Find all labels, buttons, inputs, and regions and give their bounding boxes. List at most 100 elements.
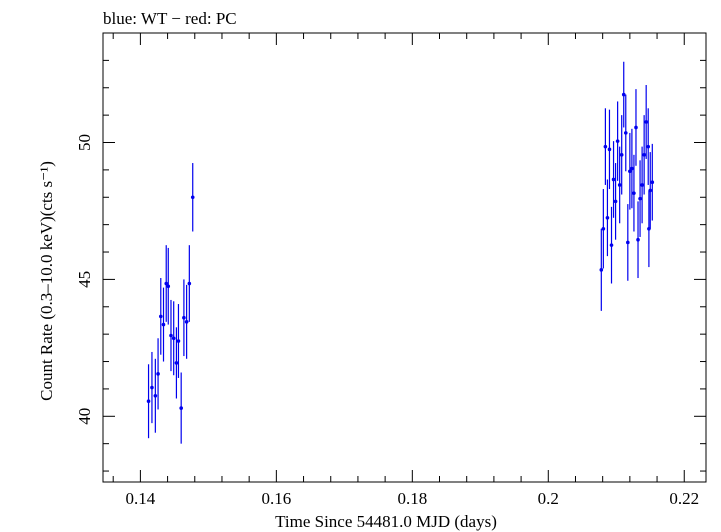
data-point	[153, 358, 158, 433]
data-point	[647, 190, 651, 268]
y-tick-label: 40	[75, 408, 94, 425]
data-marker	[190, 195, 195, 200]
chart-title: blue: WT − red: PC	[103, 9, 237, 28]
data-point	[164, 245, 169, 322]
data-marker	[601, 226, 606, 231]
data-marker	[630, 166, 634, 171]
data-point	[184, 284, 189, 359]
data-marker	[615, 139, 620, 143]
y-axis-tick-labels: 40 45 50	[75, 134, 94, 425]
data-point	[650, 143, 655, 221]
data-point	[187, 245, 192, 322]
data-point	[619, 115, 624, 195]
data-marker	[187, 281, 192, 286]
data-point	[166, 247, 171, 325]
data-point	[156, 338, 160, 410]
data-point	[628, 132, 632, 210]
data-marker	[603, 144, 608, 149]
x-tick-label: 0.14	[126, 489, 156, 508]
data-point	[626, 204, 630, 281]
y-axis-label: Count Rate (0.3–10.0 keV)(cts s⁻¹)	[37, 161, 56, 401]
data-marker	[646, 144, 651, 149]
data-point	[621, 61, 626, 128]
data-marker	[619, 153, 624, 157]
data-marker	[182, 315, 186, 320]
data-marker	[628, 169, 632, 174]
data-marker	[636, 237, 640, 242]
data-marker	[621, 92, 626, 97]
data-point	[599, 228, 604, 311]
data-marker	[146, 399, 151, 404]
data-marker	[650, 180, 655, 185]
data-marker	[158, 314, 163, 319]
data-point	[603, 108, 608, 185]
data-point	[146, 364, 151, 439]
data-marker	[638, 196, 642, 201]
x-tick-label: 0.16	[261, 489, 291, 508]
y-tick-label: 45	[75, 271, 94, 288]
data-marker	[611, 177, 616, 182]
data-marker	[161, 322, 166, 327]
x-tick-label: 0.2	[538, 489, 559, 508]
data-marker	[605, 216, 610, 220]
data-point	[169, 299, 173, 372]
data-marker	[613, 199, 618, 204]
data-point	[611, 141, 616, 218]
data-point	[646, 108, 651, 185]
data-point	[630, 128, 634, 209]
data-point	[632, 154, 636, 232]
x-tick-label: 0.18	[397, 489, 427, 508]
data-marker	[184, 320, 189, 324]
x-axis-ticks	[112, 33, 685, 482]
data-marker	[626, 240, 630, 245]
data-point	[615, 101, 620, 181]
data-marker	[623, 131, 628, 135]
data-marker	[609, 243, 614, 247]
data-marker	[642, 153, 646, 157]
data-marker	[647, 226, 651, 231]
data-marker	[156, 372, 160, 376]
x-tick-label: 0.22	[669, 489, 699, 508]
data-marker	[599, 268, 604, 272]
data-point	[642, 115, 646, 195]
data-point	[634, 89, 638, 166]
data-point	[609, 206, 614, 284]
data-point	[644, 85, 648, 159]
data-marker	[179, 406, 183, 410]
data-marker	[169, 333, 173, 338]
data-point	[158, 278, 163, 355]
data-point	[607, 109, 612, 190]
data-point	[190, 163, 195, 232]
data-point	[617, 146, 622, 224]
data-marker	[617, 183, 622, 187]
data-marker	[176, 339, 181, 343]
data-marker	[644, 120, 648, 124]
data-marker	[632, 191, 636, 195]
data-marker	[150, 385, 154, 390]
data-point	[636, 201, 640, 279]
data-points	[146, 61, 655, 444]
data-marker	[164, 281, 169, 286]
data-point	[174, 327, 179, 399]
data-point	[605, 179, 610, 257]
x-axis-label: Time Since 54481.0 MJD (days)	[275, 512, 497, 531]
data-point	[601, 189, 606, 269]
data-marker	[607, 147, 612, 152]
data-point	[150, 351, 154, 424]
data-point	[638, 160, 642, 237]
data-marker	[153, 393, 158, 398]
y-axis-ticks	[103, 32, 706, 472]
y-tick-label: 50	[75, 134, 94, 151]
data-marker	[634, 125, 638, 130]
data-point	[171, 301, 176, 376]
plot-frame	[102, 32, 707, 483]
data-point	[182, 279, 186, 357]
data-point	[179, 372, 183, 444]
data-marker	[166, 284, 171, 289]
data-point	[640, 146, 644, 224]
data-marker	[640, 183, 644, 187]
data-point	[176, 304, 181, 378]
data-point	[613, 163, 618, 240]
data-marker	[174, 361, 179, 365]
